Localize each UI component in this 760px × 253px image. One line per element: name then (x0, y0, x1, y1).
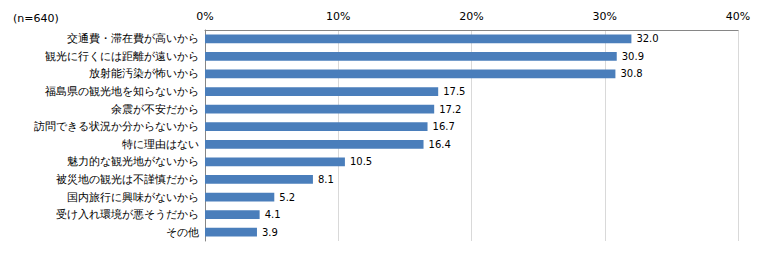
svg-text:40%: 40% (726, 10, 750, 23)
svg-text:観光に行くには距離が遠いから: 観光に行くには距離が遠いから (45, 50, 199, 63)
svg-text:放射能汚染が怖いから: 放射能汚染が怖いから (89, 67, 199, 80)
svg-text:17.5: 17.5 (443, 86, 465, 97)
svg-text:3.9: 3.9 (262, 227, 278, 238)
svg-text:20%: 20% (459, 10, 483, 23)
svg-text:32.0: 32.0 (636, 33, 658, 44)
svg-text:魅力的な観光地がないから: 魅力的な観光地がないから (67, 155, 199, 168)
svg-text:(n=640): (n=640) (13, 12, 59, 25)
svg-text:交通費・滞在費が高いから: 交通費・滞在費が高いから (67, 32, 199, 45)
svg-text:被災地の観光は不謹慎だから: 被災地の観光は不謹慎だから (56, 173, 199, 186)
svg-text:受け入れ環境が悪そうだから: 受け入れ環境が悪そうだから (56, 208, 199, 221)
svg-text:余震が不安だから: 余震が不安だから (111, 103, 199, 116)
svg-text:17.2: 17.2 (439, 104, 461, 115)
svg-text:30.9: 30.9 (622, 51, 644, 62)
svg-text:4.1: 4.1 (265, 209, 281, 220)
svg-text:30.8: 30.8 (620, 68, 642, 79)
svg-text:訪問できる状況か分からないから: 訪問できる状況か分からないから (34, 120, 199, 133)
svg-text:30%: 30% (593, 10, 617, 23)
svg-text:0%: 0% (196, 10, 213, 23)
svg-text:8.1: 8.1 (318, 174, 334, 185)
svg-text:国内旅行に興味がないから: 国内旅行に興味がないから (67, 191, 199, 204)
svg-text:10%: 10% (326, 10, 350, 23)
svg-text:16.7: 16.7 (433, 121, 455, 132)
svg-text:5.2: 5.2 (279, 192, 295, 203)
svg-text:福島県の観光地を知らないから: 福島県の観光地を知らないから (45, 85, 199, 98)
svg-text:16.4: 16.4 (429, 139, 451, 150)
svg-text:10.5: 10.5 (350, 156, 372, 167)
svg-text:その他: その他 (166, 226, 199, 239)
svg-text:特に理由はない: 特に理由はない (122, 138, 199, 151)
